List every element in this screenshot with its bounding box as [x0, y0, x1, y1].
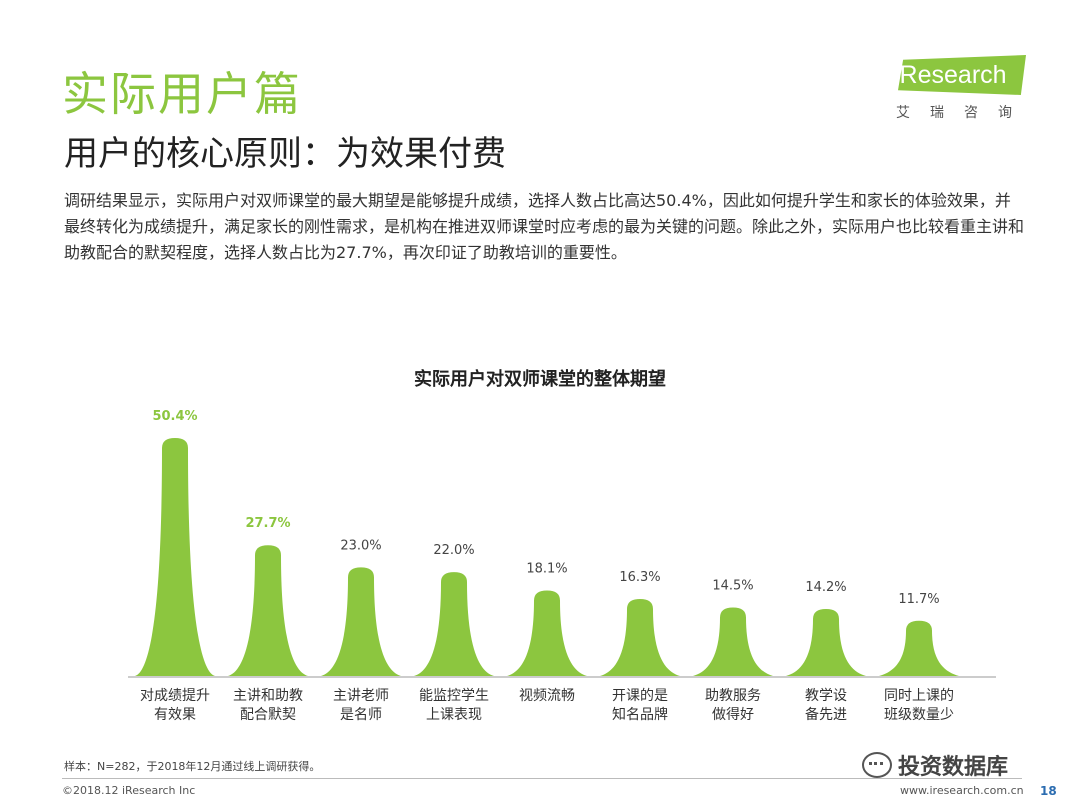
- bar-7: [693, 607, 773, 676]
- summary-paragraph: 调研结果显示，实际用户对双师课堂的最大期望是能够提升成绩，选择人数占比高达50.…: [64, 191, 1025, 262]
- category-label-5-line-1: 视频流畅: [519, 688, 575, 704]
- category-label-3-line-1: 主讲老师: [333, 688, 389, 704]
- data-label-7: 14.5%: [712, 579, 753, 594]
- iresearch-logo: iResearch 艾瑞咨询: [890, 55, 1030, 125]
- bar-8: [786, 608, 866, 676]
- data-label-5: 18.1%: [526, 562, 567, 577]
- category-label-4-line-2: 上课表现: [426, 707, 482, 723]
- category-label-9-line-2: 班级数量少: [884, 707, 954, 723]
- bar-4: [414, 572, 494, 676]
- bar-6: [600, 599, 680, 676]
- data-label-2: 27.7%: [245, 516, 290, 531]
- category-label-1-line-1: 对成绩提升: [140, 688, 210, 704]
- category-label-7-line-1: 助教服务: [705, 688, 761, 704]
- bar-9: [879, 620, 959, 676]
- data-label-9: 11.7%: [898, 592, 939, 607]
- data-label-6: 16.3%: [619, 570, 660, 585]
- wechat-icon: [862, 752, 892, 778]
- bar-1: [135, 438, 215, 676]
- category-label-6-line-2: 知名品牌: [612, 706, 668, 723]
- copyright-text: ©2018.12 iResearch Inc: [62, 784, 196, 797]
- bar-2: [228, 545, 308, 676]
- logo-brand-text: iResearch: [894, 61, 1007, 89]
- category-label-2-line-2: 配合默契: [240, 707, 296, 723]
- footer-divider: [62, 778, 1022, 779]
- data-label-3: 23.0%: [340, 538, 381, 553]
- page-number: 18: [1040, 784, 1057, 798]
- category-label-8-line-1: 教学设: [805, 688, 847, 704]
- page-title: 实际用户篇: [62, 67, 302, 121]
- data-label-4: 22.0%: [433, 543, 474, 558]
- chart-title: 实际用户对双师课堂的整体期望: [414, 369, 666, 390]
- category-label-1-line-2: 有效果: [154, 707, 196, 723]
- category-label-6-line-1: 开课的是: [612, 688, 668, 704]
- data-label-1: 50.4%: [152, 409, 197, 424]
- category-label-7-line-2: 做得好: [712, 706, 754, 723]
- watermark: 投资数据库: [862, 746, 1062, 784]
- data-label-8: 14.2%: [805, 580, 846, 595]
- logo-subtext: 艾瑞咨询: [896, 105, 1032, 121]
- category-label-4-line-1: 能监控学生: [419, 688, 489, 704]
- watermark-text: 投资数据库: [898, 755, 1009, 780]
- category-label-8-line-2: 备先进: [805, 706, 847, 723]
- bar-5: [507, 590, 587, 676]
- category-label-2-line-1: 主讲和助教: [233, 688, 303, 704]
- website-link[interactable]: www.iresearch.com.cn: [900, 784, 1024, 797]
- page-subtitle: 用户的核心原则：为效果付费: [64, 134, 506, 174]
- sample-note: 样本：N=282，于2018年12月通过线上调研获得。: [64, 760, 321, 773]
- category-label-3-line-2: 是名师: [340, 707, 382, 723]
- bar-3: [321, 567, 401, 676]
- logo-mark: [898, 55, 1026, 95]
- category-label-9-line-1: 同时上课的: [884, 688, 954, 704]
